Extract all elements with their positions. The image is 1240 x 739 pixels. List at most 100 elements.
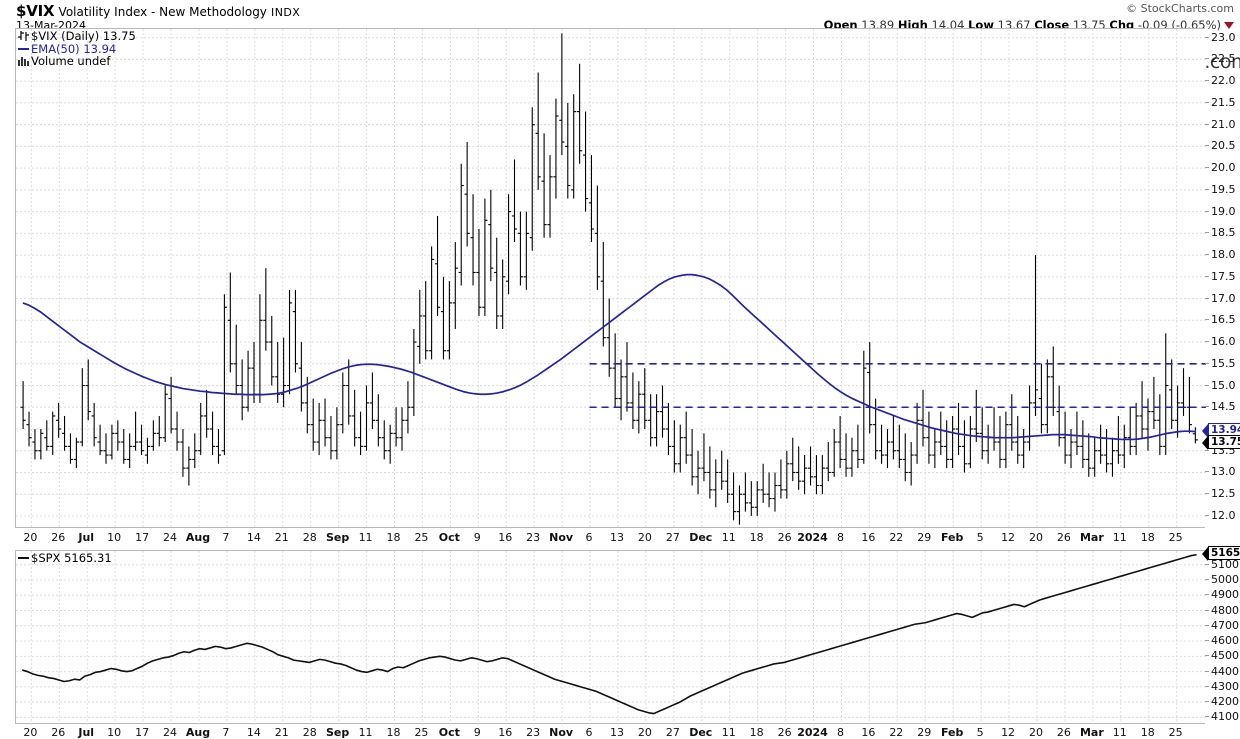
y-axis-tick [1205,254,1209,256]
x-axis-label: 13 [609,531,624,544]
x-axis-label: Feb [940,531,964,544]
x-axis-label: 8 [836,531,844,544]
price-tag-pointer [1202,546,1208,561]
last-price-tag: 13.75 [1208,435,1240,450]
y-axis-tick [1205,640,1209,642]
x-axis-label: 9 [473,726,481,739]
x-axis-label: 6 [585,531,593,544]
y-axis-label: 15.0 [1211,378,1236,392]
y-axis-label: 17.0 [1211,291,1236,305]
y-axis-tick [1205,609,1209,611]
y-axis-label: 16.0 [1211,335,1236,349]
x-axis-label: 7 [222,531,230,544]
x-axis-label: 11 [358,531,373,544]
x-axis-label: 20 [23,726,38,739]
x-axis-label: Jul [78,531,95,544]
y-axis-label: 23.0 [1211,30,1236,44]
legend-label: $SPX 5165.31 [31,551,112,565]
x-axis-label: 18 [386,531,401,544]
x-axis-label: 16 [861,726,876,739]
y-axis-label: 22.5 [1211,52,1236,66]
spx-chart-panel[interactable] [15,550,1206,725]
x-axis-label: 24 [163,726,178,739]
x-axis-label: 18 [1140,726,1155,739]
x-axis-label: Nov [549,531,574,544]
y-axis-label: 4600 [1211,634,1239,648]
x-axis-label: Aug [185,726,211,739]
x-axis-label: 25 [414,726,429,739]
legend-row: Volume undef [18,55,136,68]
y-axis-tick [1205,670,1209,672]
y-axis-label: 4700 [1211,618,1239,632]
price-tag-pointer [1202,435,1208,450]
y-axis-tick [1205,471,1209,473]
brand-tld: .com [1204,50,1240,73]
x-axis-label: Oct [438,531,460,544]
y-axis-tick [1205,319,1209,321]
y-axis-tick [1205,80,1209,82]
y-axis-label: 4500 [1211,649,1239,663]
x-axis-label: 6 [585,726,593,739]
x-axis-label: 29 [917,726,932,739]
x-axis-label: Feb [940,726,964,739]
y-axis-label: 18.0 [1211,248,1236,262]
y-axis-tick [1205,685,1209,687]
page-title: $VIX Volatility Index - New Methodology … [16,2,300,20]
y-axis-label: 20.0 [1211,161,1236,175]
y-axis-tick [1205,655,1209,657]
x-axis-label: 24 [163,531,178,544]
x-axis-label: 26 [1056,726,1071,739]
y-axis-label: 5100 [1211,557,1239,571]
triangle-down-icon [1224,22,1234,29]
instrument-name: Volatility Index - New Methodology [58,5,267,19]
x-axis-label: 14 [246,726,261,739]
x-axis-label: 5 [976,531,984,544]
y-axis-tick [1205,232,1209,234]
x-axis-label: 9 [473,531,481,544]
x-axis-label: Dec [689,726,713,739]
x-axis-label: 2024 [797,726,828,739]
y-axis-tick [1205,297,1209,299]
y-axis-label: 5000 [1211,573,1239,586]
y-axis-label: 4800 [1211,603,1239,617]
ohlc-bar-icon [18,31,29,42]
y-axis-tick [1205,716,1209,718]
spx-price-tag: 5165.31 [1208,546,1240,561]
y-axis-tick [1205,101,1209,103]
y-axis-tick [1205,275,1209,277]
y-axis-tick [1205,167,1209,169]
y-axis-label: 4400 [1211,664,1239,678]
x-axis-label: 11 [358,726,373,739]
x-axis-label: 29 [917,531,932,544]
x-axis-label: 16 [498,531,513,544]
y-axis-tick [1205,384,1209,386]
y-axis-label: 4100 [1211,710,1239,724]
x-axis-label: 11 [721,531,736,544]
volume-bars-icon [18,56,29,67]
legend-row: $SPX 5165.31 [18,552,112,565]
x-axis-label: 18 [749,531,764,544]
y-axis-tick [1205,362,1209,364]
y-axis-tick [1205,579,1209,580]
y-axis-tick [1205,406,1209,408]
y-axis-tick [1205,563,1209,565]
y-axis-tick [1205,210,1209,212]
y-axis-label: 20.5 [1211,139,1236,153]
y-axis-label: 19.5 [1211,182,1236,196]
x-axis-label: Jul [78,726,95,739]
x-axis-label: 27 [665,726,680,739]
x-axis-label: 26 [51,531,66,544]
x-axis-label: 25 [414,531,429,544]
copyright-label: © StockCharts.com [1126,2,1234,15]
x-axis-label: 20 [637,726,652,739]
x-axis-label: 20 [1028,726,1043,739]
x-axis-label: 12 [1001,531,1016,544]
y-axis-label: 4900 [1211,588,1239,602]
legend-label: $VIX (Daily) 13.75 [31,29,136,43]
x-axis-label: 23 [526,726,541,739]
exchange-label: INDX [271,6,301,19]
x-axis-label: 16 [498,726,513,739]
x-axis-label: 16 [861,531,876,544]
symbol-label: $VIX [16,2,55,20]
vix-chart-panel[interactable] [15,28,1206,529]
